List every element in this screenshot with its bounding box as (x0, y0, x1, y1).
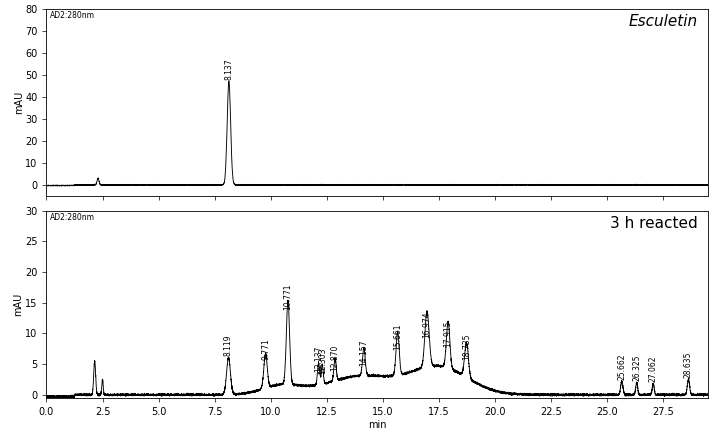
Text: 28.635: 28.635 (684, 351, 693, 378)
X-axis label: min: min (368, 419, 386, 430)
Y-axis label: mAU: mAU (14, 91, 24, 114)
Text: 26.325: 26.325 (632, 354, 641, 381)
Text: 15.661: 15.661 (393, 324, 402, 351)
Text: 3 h reacted: 3 h reacted (610, 217, 698, 232)
Text: 27.062: 27.062 (649, 356, 658, 382)
Text: 9.771: 9.771 (261, 338, 270, 359)
Text: 18.735: 18.735 (462, 333, 471, 359)
Text: 8.137: 8.137 (225, 58, 233, 80)
Text: 12.303: 12.303 (317, 347, 327, 373)
Text: 12.870: 12.870 (330, 345, 340, 371)
Text: 12.137: 12.137 (314, 345, 323, 372)
Y-axis label: mAU: mAU (14, 293, 24, 316)
Text: 25.662: 25.662 (617, 353, 626, 380)
Text: AD2:280nm: AD2:280nm (50, 11, 95, 20)
Text: 8.119: 8.119 (224, 335, 233, 356)
Text: 17.915: 17.915 (443, 321, 453, 347)
Text: 16.974: 16.974 (423, 312, 432, 338)
Text: AD2:280nm: AD2:280nm (50, 213, 95, 222)
Text: Esculetin: Esculetin (628, 15, 698, 30)
Text: 10.771: 10.771 (283, 284, 292, 310)
Text: 14.157: 14.157 (360, 339, 368, 366)
